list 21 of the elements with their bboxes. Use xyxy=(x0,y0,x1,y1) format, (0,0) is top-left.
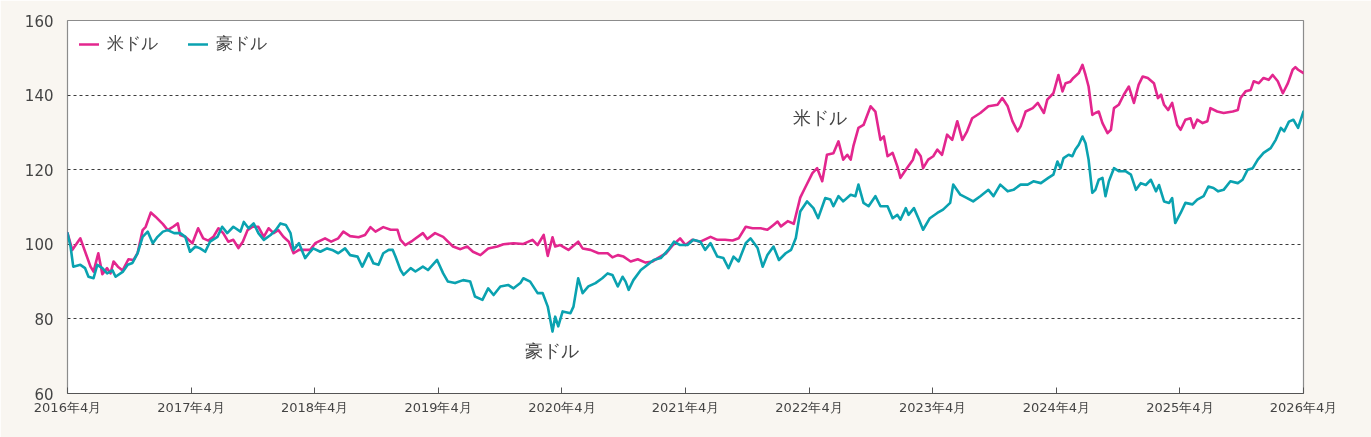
y-tick-label: 160 xyxy=(24,12,54,31)
y-tick-label: 120 xyxy=(24,161,54,180)
y-tick-label: 140 xyxy=(24,87,54,106)
y-tick-label: 100 xyxy=(24,236,54,255)
x-tick-label: 2022年4月 xyxy=(775,399,843,415)
x-tick-label: 2025年4月 xyxy=(1146,399,1214,415)
x-tick-label: 2023年4月 xyxy=(898,399,967,415)
x-tick-label: 2020年4月 xyxy=(528,399,596,415)
legend-label: 豪ドル xyxy=(216,32,267,55)
line-series xyxy=(67,110,1304,333)
y-tick-label: 80 xyxy=(34,310,54,329)
legend-label: 米ドル xyxy=(107,32,158,55)
x-tick-label: 2018年4月 xyxy=(280,399,349,415)
x-tick-label: 2017年4月 xyxy=(157,399,225,415)
x-tick-label: 2024年4月 xyxy=(1022,399,1091,415)
annotation: 米ドル xyxy=(793,106,848,128)
x-tick-label: 2026年4月 xyxy=(1269,399,1338,415)
line-series xyxy=(67,63,1304,276)
annotation: 豪ドル xyxy=(525,340,580,362)
x-tick-label: 2019年4月 xyxy=(404,399,472,415)
x-tick-label: 2021年4月 xyxy=(651,399,720,415)
